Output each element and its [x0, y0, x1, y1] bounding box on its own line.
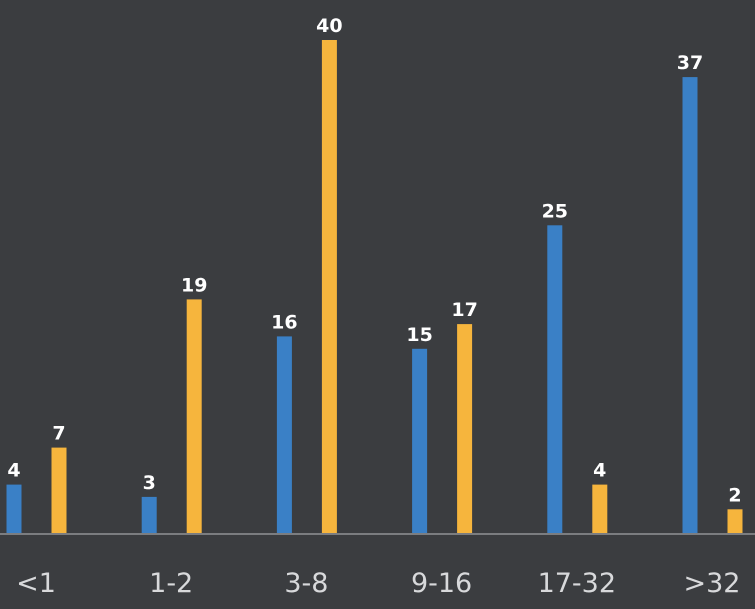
value-label-series1-9-16: 15: [406, 324, 432, 346]
value-label-series1-lt1: 4: [7, 460, 20, 482]
value-label-series1-17-32: 25: [542, 200, 568, 222]
x-tick-label-1-2: 1-2: [149, 568, 193, 599]
bar-series1-1-2: [141, 496, 157, 534]
x-tick-label-gt32: >32: [684, 568, 741, 599]
value-label-series2-17-32: 4: [593, 460, 606, 482]
x-tick-labels-group: <1 1-2 3-8 9-16 17-32 >32: [16, 568, 740, 599]
bar-series2-9-16: [457, 324, 473, 534]
bar-series2-lt1: [51, 447, 67, 535]
bar-series2-1-2: [186, 299, 202, 535]
x-tick-label-9-16: 9-16: [411, 568, 472, 599]
value-label-series2-9-16: 17: [451, 299, 477, 321]
bar-series1-17-32: [547, 225, 563, 535]
value-label-series2-lt1: 7: [52, 423, 65, 445]
bar-series2-gt32: [727, 509, 743, 534]
value-label-series1-3-8: 16: [271, 311, 297, 333]
value-labels-group: 4 7 3 19 16 40 15 17 25 4 37 2: [7, 15, 741, 506]
value-label-series1-gt32: 37: [677, 52, 703, 74]
value-label-series2-gt32: 2: [728, 484, 741, 506]
value-label-series1-1-2: 3: [143, 472, 156, 494]
value-label-series2-3-8: 40: [316, 15, 342, 37]
bar-series1-gt32: [682, 77, 698, 534]
value-label-series2-1-2: 19: [181, 274, 207, 296]
x-tick-label-3-8: 3-8: [284, 568, 328, 599]
bars-group: [6, 40, 743, 535]
x-tick-label-17-32: 17-32: [538, 568, 616, 599]
x-tick-label-lt1: <1: [16, 568, 56, 599]
bar-series1-9-16: [412, 348, 428, 535]
bar-series2-17-32: [592, 484, 608, 534]
bar-series1-3-8: [276, 336, 292, 534]
bar-series1-lt1: [6, 484, 22, 534]
bar-series2-3-8: [321, 40, 337, 534]
